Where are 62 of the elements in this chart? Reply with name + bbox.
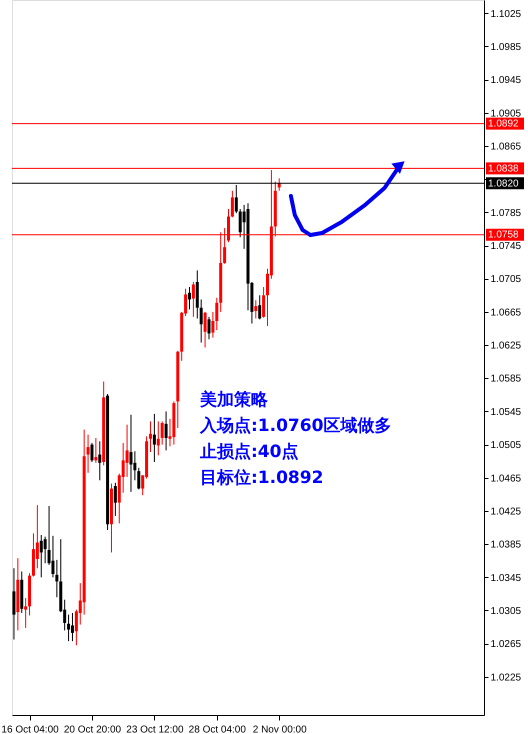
candlestick xyxy=(90,442,94,463)
ref-line-label: 1.0820 xyxy=(488,178,520,190)
candlestick xyxy=(70,612,74,642)
candlestick xyxy=(254,300,258,320)
y-tick-label: 1.0345 xyxy=(490,572,522,584)
annotation: 入场点:1.0760区域做多 xyxy=(199,416,392,436)
candlestick xyxy=(86,434,90,474)
y-tick-label: 1.0785 xyxy=(490,208,522,219)
y-tick-label: 1.0385 xyxy=(490,540,522,551)
y-tick-label: 1.0505 xyxy=(490,440,522,452)
candlestick xyxy=(126,424,129,478)
candlestick xyxy=(94,437,98,464)
x-tick-label: 2 Nov 00:00 xyxy=(252,724,308,734)
candlestick xyxy=(12,568,16,640)
candlestick xyxy=(258,294,262,320)
candlestick xyxy=(207,316,210,340)
candlestick xyxy=(262,286,266,318)
candlestick xyxy=(192,282,195,318)
y-tick-label: 1.0265 xyxy=(490,639,522,650)
y-tick-label: 1.0665 xyxy=(490,307,522,318)
candlestick xyxy=(230,190,234,218)
y-tick-label: 1.0745 xyxy=(490,241,522,252)
y-tick-label: 1.0465 xyxy=(490,473,522,484)
candlestick xyxy=(133,450,136,481)
y-tick-label: 1.0545 xyxy=(490,406,522,418)
annotation: 止损点:40点 xyxy=(199,442,298,462)
candlestick xyxy=(211,311,214,338)
candlestick xyxy=(156,420,160,456)
y-tick-label: 1.0705 xyxy=(490,274,522,286)
candlestick xyxy=(204,311,207,348)
candlestick xyxy=(24,598,28,628)
ref-line-label: 1.0892 xyxy=(488,118,520,130)
y-tick-label: 1.0985 xyxy=(490,42,522,53)
y-tick-label: 1.0305 xyxy=(490,606,522,617)
x-tick-label: 16 Oct 04:00 xyxy=(1,724,60,734)
candlestick xyxy=(129,414,132,492)
annotation: 目标位:1.0892 xyxy=(200,468,324,488)
x-tick-label: 23 Oct 12:00 xyxy=(126,724,184,734)
x-tick-label: 20 Oct 20:00 xyxy=(64,724,122,734)
ref-line-label: 1.0838 xyxy=(488,163,520,174)
y-tick-label: 1.0945 xyxy=(490,75,522,86)
candlestick xyxy=(137,467,140,490)
candlestick xyxy=(114,482,117,516)
y-tick-label: 1.0905 xyxy=(490,108,522,120)
candlestick xyxy=(40,534,43,578)
ref-line-label: 1.0758 xyxy=(488,230,520,241)
annotation: 美加策略 xyxy=(199,390,269,410)
y-tick-label: 1.0225 xyxy=(490,672,522,684)
candlestick xyxy=(55,559,58,598)
x-tick-label: 28 Oct 04:00 xyxy=(188,724,246,734)
y-tick-label: 1.0625 xyxy=(490,340,522,352)
y-tick-label: 1.1025 xyxy=(490,8,522,20)
candlestick xyxy=(98,440,102,481)
candlestick xyxy=(152,413,156,463)
y-tick-label: 1.0865 xyxy=(490,141,522,152)
y-tick-label: 1.0425 xyxy=(490,506,522,518)
candlestick xyxy=(148,420,152,453)
y-tick-label: 1.0585 xyxy=(490,374,522,385)
candlestick xyxy=(51,535,54,578)
candlestick xyxy=(188,286,191,310)
candlestick xyxy=(67,614,70,642)
candlestick xyxy=(164,410,168,451)
